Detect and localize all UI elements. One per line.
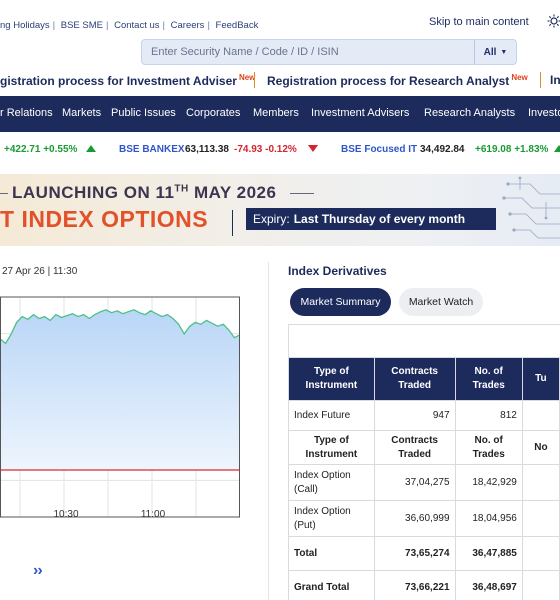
nav-markets[interactable]: Markets <box>62 107 102 119</box>
nav-investment-advisers[interactable]: Investment Advisers <box>311 107 410 119</box>
col-contracts: Contracts Traded <box>373 357 456 401</box>
table-row: Index Option (Call) 37,04,275 18,42,929 <box>288 464 560 501</box>
top-links-bar: ng Holidays | BSE SME | Contact us | Career… <box>0 0 560 40</box>
x-tick-label: 10:30 <box>53 509 78 520</box>
arrow-up-icon <box>86 145 96 152</box>
search-input[interactable] <box>142 40 476 64</box>
security-search: All ▼ <box>141 39 517 65</box>
skip-to-main-link[interactable]: Skip to main content <box>429 16 529 28</box>
utility-links: ng Holidays | BSE SME | Contact us | Career… <box>0 20 259 31</box>
ticker-value: 63,113.38 <box>185 144 229 155</box>
section-title: Index Derivatives <box>288 264 387 278</box>
nav-investor-relations[interactable]: r Relations <box>0 107 53 119</box>
announcement-strip: gistration process for Investment Advise… <box>0 70 560 92</box>
index-intraday-chart[interactable]: 10:30 11:00 <box>0 295 242 520</box>
col-trades: No. of Trades <box>454 357 523 401</box>
link-holidays[interactable]: ng Holidays <box>0 20 50 31</box>
ticker-change: +422.71 +0.55% <box>4 144 78 155</box>
promo-banner[interactable]: LAUNCHING ON 11TH MAY 2026 T INDEX OPTIO… <box>0 174 560 246</box>
ticker-name[interactable]: BSE BANKEX <box>119 144 185 155</box>
index-ticker: +422.71 +0.55% BSE BANKEX 63,113.38 -74.… <box>0 138 560 160</box>
table-row-total: Total 73,65,274 36,47,885 <box>288 536 560 571</box>
ticker-name[interactable]: BSE Focused IT <box>341 144 418 155</box>
banner-expiry: Expiry: Last Thursday of every month <box>246 208 496 230</box>
ticker-change: +619.08 +1.83% <box>475 144 549 155</box>
table-row-grand-total: Grand Total 73,66,221 36,48,697 <box>288 570 560 600</box>
tab-market-summary[interactable]: Market Summary <box>290 288 391 316</box>
arrow-down-icon <box>308 145 318 152</box>
link-contact[interactable]: Contact us <box>114 20 160 31</box>
table-subheader-row: Type of Instrument Contracts Traded No. … <box>288 430 560 465</box>
chart-next-icon[interactable]: ›› <box>33 562 43 579</box>
chart-area <box>0 309 240 470</box>
chevron-down-icon: ▼ <box>500 48 508 56</box>
nav-corporates[interactable]: Corporates <box>186 107 241 119</box>
search-scope-select[interactable]: All ▼ <box>474 40 516 64</box>
chart-timestamp: 27 Apr 26 | 11:30 <box>2 266 78 277</box>
nav-investors[interactable]: Investo <box>528 107 560 119</box>
x-tick-label: 11:00 <box>141 509 166 520</box>
table-header-row: Type of Instrument Contracts Traded No. … <box>288 357 560 401</box>
link-bse-sme[interactable]: BSE SME <box>60 20 103 31</box>
ticker-value: 34,492.84 <box>420 144 465 155</box>
search-scope-label: All <box>483 46 497 58</box>
banner-headline: LAUNCHING ON 11TH MAY 2026 <box>12 183 277 202</box>
link-feedback[interactable]: FeedBack <box>215 20 259 31</box>
banner-product: T INDEX OPTIONS <box>0 206 209 232</box>
ticker-change: -74.93 -0.12% <box>234 144 297 155</box>
col-type: Type of Instrument <box>288 357 375 401</box>
announcement-item[interactable]: gistration process for Investment Advise… <box>0 73 256 88</box>
table-row: Index Option (Put) 36,60,999 18,04,956 <box>288 500 560 537</box>
theme-toggle-icon[interactable] <box>547 14 560 28</box>
announcement-item[interactable]: Registration process for Research Analys… <box>267 73 528 88</box>
table-row: Index Future 947 812 <box>288 400 560 431</box>
nav-public-issues[interactable]: Public Issues <box>111 107 176 119</box>
nav-research-analysts[interactable]: Research Analysts <box>424 107 516 119</box>
chart-series-line <box>0 309 241 345</box>
col-turnover: Tu <box>521 357 560 401</box>
derivatives-table: Type of Instrument Contracts Traded No. … <box>288 357 560 600</box>
circuit-decoration-icon <box>502 176 560 239</box>
main-nav: r Relations Markets Public Issues Corpor… <box>0 96 560 132</box>
nav-members[interactable]: Members <box>253 107 299 119</box>
arrow-up-icon <box>554 145 560 152</box>
tab-market-watch[interactable]: Market Watch <box>399 288 483 316</box>
announcement-item[interactable]: In <box>550 73 560 87</box>
chart-frame <box>0 296 240 518</box>
link-careers[interactable]: Careers <box>170 20 205 31</box>
